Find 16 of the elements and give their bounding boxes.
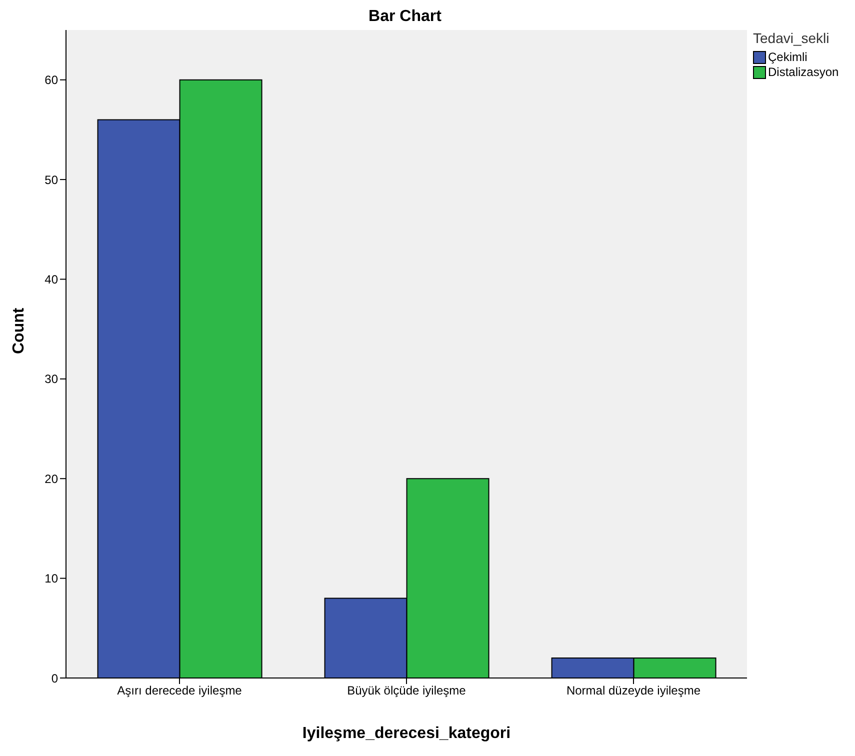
y-axis-title: Count <box>10 307 28 354</box>
x-tick-label: Büyük ölçüde iyileşme <box>347 684 466 698</box>
chart-title: Bar Chart <box>368 8 442 26</box>
y-tick-label: 10 <box>44 572 58 586</box>
y-tick-label: 50 <box>44 172 58 187</box>
legend-title: Tedavi_sekli <box>753 30 830 46</box>
legend-label: Çekimli <box>767 50 808 65</box>
y-tick-label: 0 <box>51 671 58 686</box>
y-tick-label: 60 <box>44 73 58 88</box>
y-tick-label: 30 <box>44 372 58 386</box>
x-tick-label: Normal düzeyde iyileşme <box>566 684 701 698</box>
x-axis-title: Iyileşme_derecesi_kategori <box>302 725 511 742</box>
legend-label: Distalizasyon <box>767 65 840 80</box>
x-tick-label: Aşırı derecede iyileşme <box>117 684 242 698</box>
y-tick-label: 40 <box>44 272 58 286</box>
y-tick-label: 20 <box>44 472 58 486</box>
